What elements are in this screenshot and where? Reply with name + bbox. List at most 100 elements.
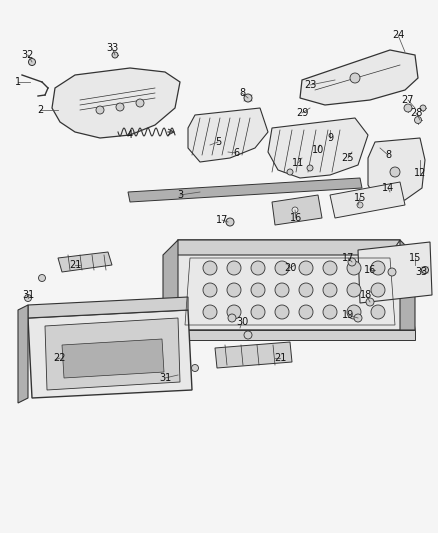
- Circle shape: [323, 305, 337, 319]
- Circle shape: [227, 305, 241, 319]
- Text: 19: 19: [342, 310, 354, 320]
- Text: 17: 17: [216, 215, 228, 225]
- Circle shape: [421, 266, 428, 273]
- Circle shape: [307, 165, 313, 171]
- Circle shape: [96, 106, 104, 114]
- Circle shape: [371, 283, 385, 297]
- Circle shape: [287, 169, 293, 175]
- Text: 24: 24: [392, 30, 404, 40]
- Text: 31: 31: [22, 290, 34, 300]
- Circle shape: [299, 261, 313, 275]
- Text: 3: 3: [177, 190, 183, 200]
- Text: 18: 18: [360, 290, 372, 300]
- Text: 31: 31: [159, 373, 171, 383]
- Circle shape: [191, 365, 198, 372]
- Polygon shape: [272, 195, 322, 225]
- Text: 21: 21: [69, 260, 81, 270]
- Polygon shape: [358, 242, 432, 303]
- Polygon shape: [300, 50, 418, 105]
- Polygon shape: [58, 252, 112, 272]
- Polygon shape: [368, 138, 425, 202]
- Text: 14: 14: [382, 183, 394, 193]
- Text: 12: 12: [414, 168, 426, 178]
- Polygon shape: [28, 297, 188, 318]
- Text: 33: 33: [106, 43, 118, 53]
- Circle shape: [275, 261, 289, 275]
- Circle shape: [347, 283, 361, 297]
- Text: 5: 5: [215, 137, 221, 147]
- Circle shape: [116, 103, 124, 111]
- Text: 10: 10: [312, 145, 324, 155]
- Text: 8: 8: [385, 150, 391, 160]
- Polygon shape: [62, 339, 164, 378]
- Circle shape: [39, 274, 46, 281]
- Circle shape: [390, 167, 400, 177]
- Text: 1: 1: [15, 77, 21, 87]
- Circle shape: [371, 261, 385, 275]
- Circle shape: [275, 305, 289, 319]
- Polygon shape: [45, 318, 180, 390]
- Text: 16: 16: [364, 265, 376, 275]
- Polygon shape: [188, 108, 268, 162]
- Circle shape: [203, 261, 217, 275]
- Text: 17: 17: [342, 253, 354, 263]
- Circle shape: [348, 258, 356, 266]
- Text: 6: 6: [233, 148, 239, 158]
- Polygon shape: [28, 310, 192, 398]
- Circle shape: [228, 314, 236, 322]
- Polygon shape: [163, 330, 415, 340]
- Text: 22: 22: [54, 353, 66, 363]
- Circle shape: [371, 305, 385, 319]
- Text: 30: 30: [236, 317, 248, 327]
- Text: 32: 32: [22, 50, 34, 60]
- Circle shape: [354, 314, 362, 322]
- Text: 9: 9: [327, 133, 333, 143]
- Circle shape: [404, 104, 412, 112]
- Circle shape: [347, 305, 361, 319]
- Polygon shape: [215, 342, 292, 368]
- Circle shape: [244, 331, 252, 339]
- Text: 23: 23: [304, 80, 316, 90]
- Polygon shape: [52, 68, 180, 138]
- Text: 11: 11: [292, 158, 304, 168]
- Circle shape: [275, 283, 289, 297]
- Text: 2: 2: [37, 105, 43, 115]
- Polygon shape: [330, 182, 405, 218]
- Circle shape: [292, 207, 298, 213]
- Circle shape: [25, 295, 32, 302]
- Circle shape: [227, 261, 241, 275]
- Circle shape: [203, 283, 217, 297]
- Circle shape: [227, 283, 241, 297]
- Circle shape: [251, 283, 265, 297]
- Polygon shape: [168, 240, 400, 255]
- Circle shape: [136, 99, 144, 107]
- Polygon shape: [163, 240, 178, 330]
- Polygon shape: [400, 240, 415, 330]
- Text: 28: 28: [410, 108, 422, 118]
- Text: 15: 15: [409, 253, 421, 263]
- Text: 15: 15: [354, 193, 366, 203]
- Circle shape: [366, 298, 374, 306]
- Circle shape: [203, 305, 217, 319]
- Text: 21: 21: [274, 353, 286, 363]
- Polygon shape: [18, 305, 28, 403]
- Polygon shape: [163, 240, 415, 330]
- Circle shape: [323, 261, 337, 275]
- Text: 27: 27: [402, 95, 414, 105]
- Polygon shape: [268, 118, 368, 178]
- Circle shape: [299, 283, 313, 297]
- Polygon shape: [128, 178, 362, 202]
- Text: 29: 29: [296, 108, 308, 118]
- Circle shape: [323, 283, 337, 297]
- Text: 8: 8: [239, 88, 245, 98]
- Circle shape: [388, 268, 396, 276]
- Circle shape: [357, 202, 363, 208]
- Circle shape: [28, 59, 35, 66]
- Circle shape: [226, 218, 234, 226]
- Circle shape: [420, 105, 426, 111]
- Circle shape: [414, 117, 421, 124]
- Circle shape: [350, 73, 360, 83]
- Circle shape: [251, 261, 265, 275]
- Text: 33: 33: [415, 267, 427, 277]
- Text: 4: 4: [127, 130, 133, 140]
